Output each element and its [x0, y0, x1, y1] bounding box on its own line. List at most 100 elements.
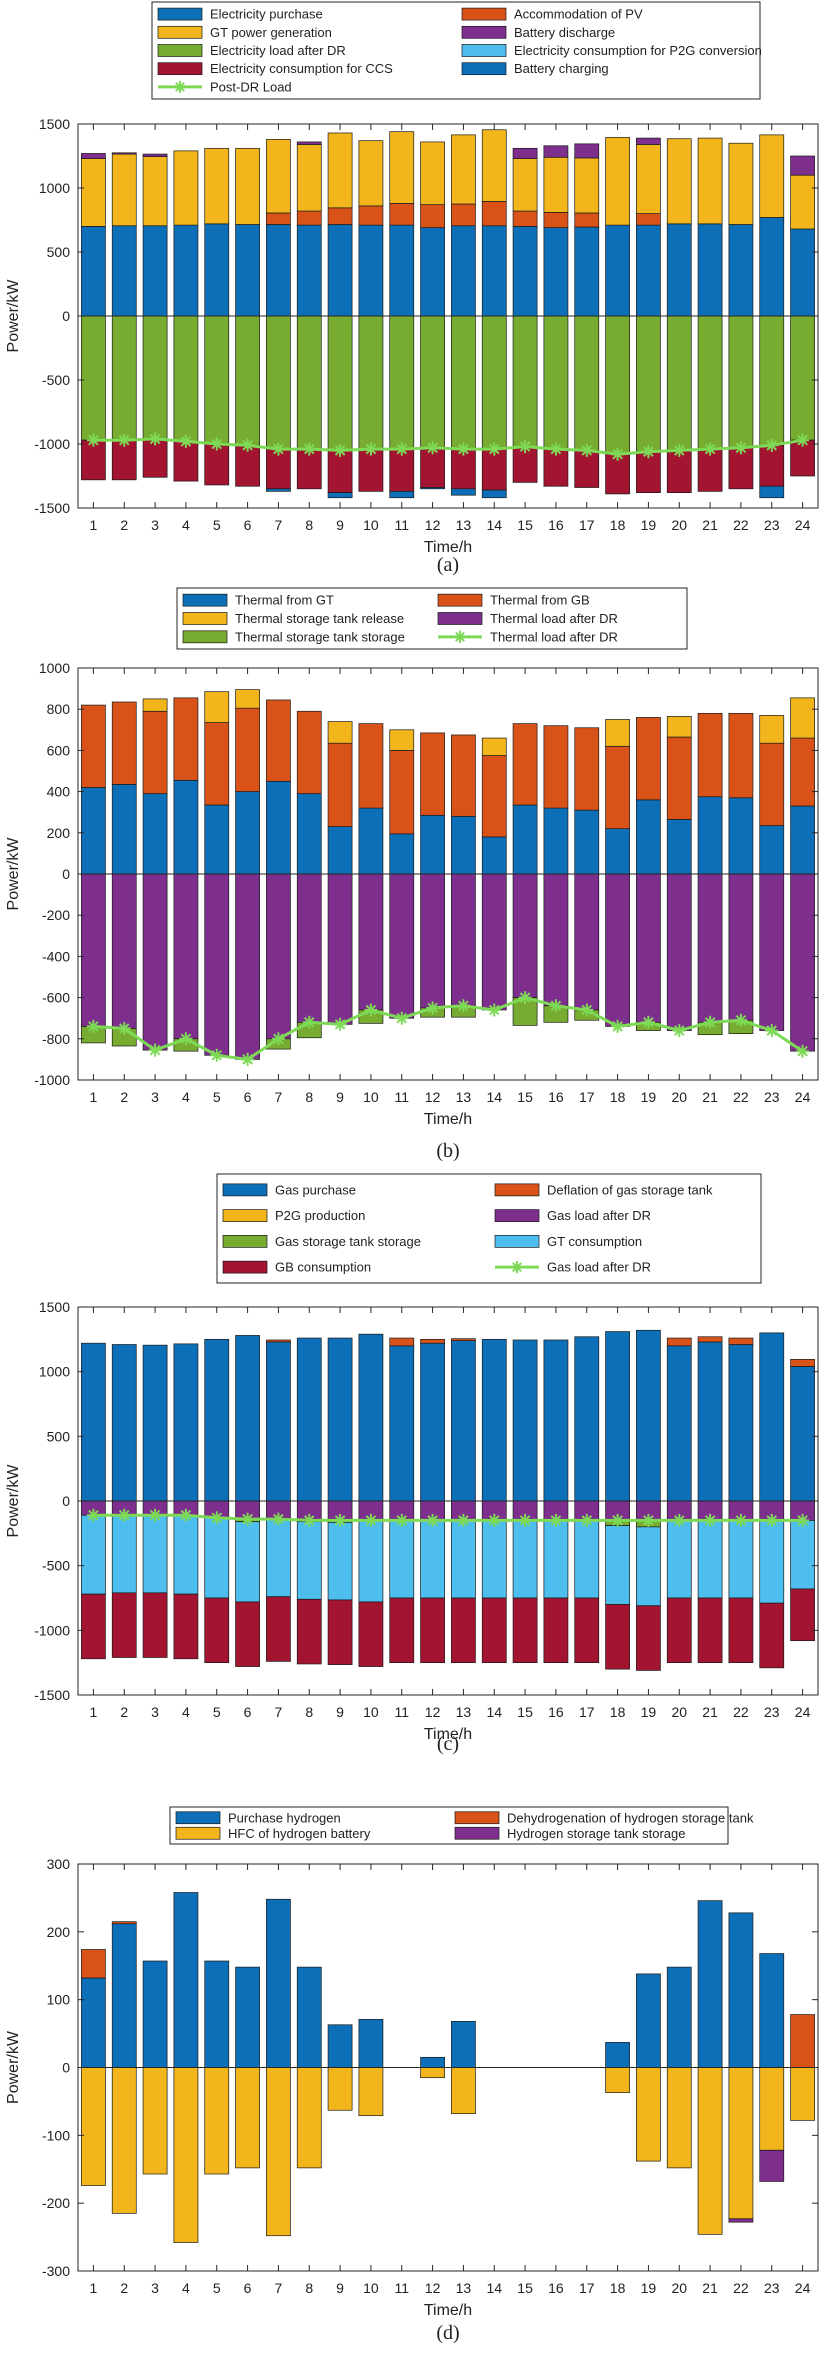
x-tick-label: 24: [795, 1089, 811, 1105]
bar: [81, 873, 106, 1027]
bar: [481, 225, 507, 317]
line-marker: [117, 433, 131, 447]
x-tick-label: 2: [120, 517, 128, 533]
bar: [266, 873, 291, 1040]
legend-label: Hydrogen storage tank storage: [507, 1826, 686, 1841]
y-tick-label: 0: [62, 2060, 70, 2076]
x-tick-label: 10: [363, 1704, 379, 1720]
line-marker: [703, 1015, 717, 1029]
bar: [728, 1337, 754, 1345]
x-tick-label: 20: [671, 2280, 687, 2296]
y-axis-label: Power/kW: [5, 279, 22, 353]
bar: [235, 1335, 260, 1502]
legend-swatch: [182, 593, 228, 607]
bar: [697, 1341, 723, 1502]
bar: [666, 819, 692, 875]
bar: [543, 1339, 569, 1502]
bar: [111, 1514, 137, 1594]
bar: [358, 448, 384, 492]
bar: [512, 158, 538, 212]
bar: [697, 315, 723, 450]
y-axis-label: Power/kW: [5, 2030, 22, 2104]
line-marker: [395, 1011, 409, 1025]
bar: [481, 1338, 507, 1502]
x-tick-label: 5: [213, 1089, 221, 1105]
bar: [204, 1338, 230, 1502]
line-marker: [333, 1513, 347, 1527]
x-tick-label: 8: [305, 2280, 313, 2296]
panel-d-energy-balance-hydrogen: Purchase hydrogen Dehydrogenation of hydr…: [5, 1806, 819, 2344]
bar: [605, 828, 630, 875]
bar: [759, 1332, 785, 1502]
bar: [389, 729, 415, 751]
line-marker: [765, 1024, 779, 1038]
bar: [235, 873, 260, 1060]
bar: [81, 704, 106, 788]
line-marker: [549, 442, 563, 456]
bar: [420, 141, 445, 205]
x-tick-label: 5: [213, 2280, 221, 2296]
bar: [173, 1892, 199, 2068]
panel-label: (b): [436, 1140, 459, 1162]
line-marker: [395, 442, 409, 456]
bar: [728, 2218, 754, 2223]
legend-label: Thermal storage tank release: [235, 611, 404, 626]
x-tick-label: 13: [456, 517, 472, 533]
x-tick-label: 8: [305, 517, 313, 533]
bar: [358, 1520, 384, 1603]
y-tick-label: 500: [47, 1428, 71, 1444]
x-tick-label: 24: [795, 517, 811, 533]
x-tick-label: 4: [182, 2280, 190, 2296]
x-tick-label: 13: [456, 2280, 472, 2296]
line-marker: [518, 440, 532, 454]
bar: [266, 224, 291, 317]
bar: [636, 224, 661, 317]
x-tick-label: 18: [610, 517, 626, 533]
x-tick-label: 15: [517, 1089, 533, 1105]
bar: [759, 485, 785, 499]
legend-label: Gas load after DR: [547, 1260, 651, 1275]
bar: [142, 873, 168, 1051]
x-tick-label: 5: [213, 517, 221, 533]
bar: [420, 873, 445, 1009]
bar: [728, 447, 754, 490]
legend-label: Electricity load after DR: [210, 43, 346, 58]
bar: [420, 1338, 445, 1344]
bar: [481, 836, 507, 875]
bar: [204, 223, 230, 317]
bar: [481, 201, 507, 227]
bar: [296, 1337, 322, 1502]
bar: [790, 697, 815, 739]
line-marker: [426, 1001, 440, 1015]
x-axis-label: Time/h: [424, 1111, 472, 1128]
bar: [728, 224, 754, 317]
bar: [512, 723, 538, 806]
x-tick-label: 24: [795, 1704, 811, 1720]
bar: [451, 134, 476, 205]
bar: [759, 1602, 785, 1669]
x-tick-label: 22: [733, 2280, 749, 2296]
bar: [204, 1517, 230, 1599]
bar: [81, 226, 106, 317]
bar: [512, 1597, 538, 1664]
bar: [759, 2067, 785, 2151]
legend-swatch: [222, 1183, 268, 1197]
bar: [759, 825, 785, 875]
x-tick-label: 11: [394, 1089, 409, 1105]
x-tick-label: 9: [336, 2280, 344, 2296]
y-tick-label: -1000: [34, 436, 70, 452]
bar: [759, 1953, 785, 2068]
x-tick-label: 16: [548, 2280, 564, 2296]
bar: [111, 784, 137, 875]
legend-label: Gas storage tank storage: [275, 1234, 421, 1249]
y-tick-label: 0: [62, 1493, 70, 1509]
legend-box: [169, 1806, 729, 1845]
x-tick-label: 19: [641, 1704, 657, 1720]
bar: [512, 804, 538, 875]
line-marker: [765, 438, 779, 452]
bar: [697, 1597, 723, 1664]
bar: [389, 224, 415, 317]
bar: [266, 488, 291, 492]
line-marker: [271, 1512, 285, 1526]
bar: [142, 1960, 168, 2068]
